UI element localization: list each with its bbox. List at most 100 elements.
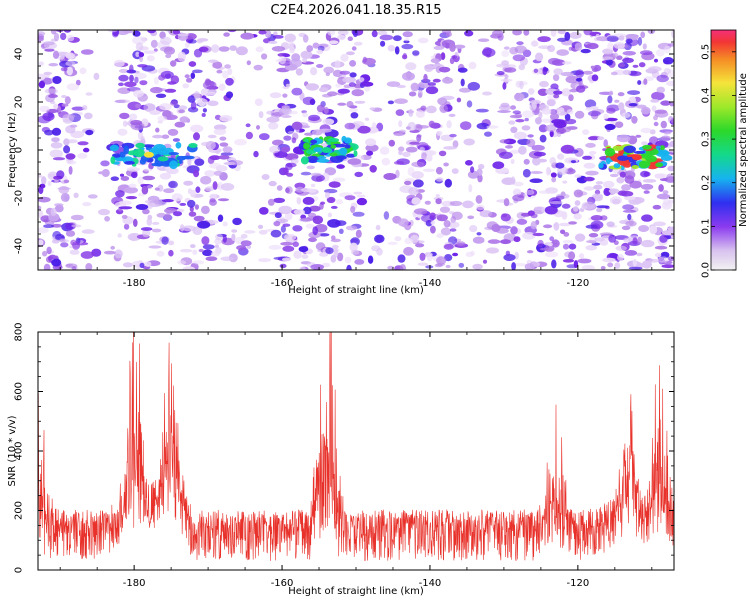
- spectrogram-cell: [65, 52, 75, 59]
- spectrogram-cell: [60, 242, 69, 248]
- spectrogram-cell: [408, 108, 414, 117]
- spectrogram-cell: [652, 204, 662, 210]
- spectrogram-cell: [300, 217, 313, 222]
- spectrogram-cell: [38, 61, 44, 66]
- snr-y-tick-label: 400: [14, 441, 25, 460]
- colorbar-gradient: [710, 29, 737, 271]
- spectrogram-cell: [669, 102, 674, 107]
- spectrogram-cell: [183, 180, 194, 186]
- spectrogram-cell: [118, 74, 129, 82]
- spectrogram-cell: [272, 35, 284, 39]
- spectrogram-cell: [68, 166, 73, 175]
- spectrogram-cell: [330, 238, 341, 243]
- spectrogram-cell: [568, 94, 574, 102]
- spectrogram-cell: [398, 129, 407, 133]
- spectrogram-cell: [283, 167, 289, 175]
- spectrogram-cell: [235, 46, 248, 56]
- spectrogram-cell: [412, 50, 420, 56]
- spectrogram-cell: [352, 30, 358, 38]
- spectrogram-cell: [512, 194, 525, 202]
- spectrogram-cell: [408, 91, 417, 97]
- spectrogram-cell: [254, 98, 263, 106]
- spectrogram-cell: [139, 262, 145, 269]
- spectrogram-cell: [642, 179, 657, 183]
- spectrogram-cell: [253, 64, 263, 71]
- spectrogram-cell: [654, 109, 667, 114]
- spectrogram-cell: [66, 139, 78, 144]
- spectrogram-cell: [126, 167, 140, 172]
- spectrogram-cell: [459, 87, 472, 93]
- spectrogram-cell: [346, 101, 354, 108]
- spectrogram-cell: [436, 177, 444, 182]
- spectrogram-cell: [516, 41, 524, 46]
- spectrogram-cell: [356, 194, 366, 198]
- spectrogram-cell: [410, 82, 419, 92]
- spectrogram-cell: [302, 34, 309, 43]
- spectrogram-cell: [430, 225, 436, 234]
- spectrogram-cell: [624, 250, 638, 256]
- spectrogram-cell: [503, 46, 510, 50]
- spectrogram-cell: [451, 211, 463, 220]
- spectrogram-cell: [387, 100, 394, 105]
- spectrogram-cell: [510, 176, 516, 185]
- spectrogram-cell: [593, 184, 603, 190]
- spectrogram-cell: [552, 74, 560, 82]
- spectrogram-cell: [196, 98, 208, 107]
- spectrogram-cell: [477, 174, 483, 183]
- spectrogram-cell: [71, 106, 85, 111]
- spectrogram-cell: [302, 112, 309, 118]
- spectrogram-cell: [268, 180, 277, 187]
- spectrogram-cell: [527, 134, 534, 138]
- spectrogram-cell: [211, 44, 220, 53]
- spectrogram-cell: [335, 83, 342, 88]
- spectrogram-cell: [161, 134, 170, 139]
- spectrogram-cell: [561, 203, 571, 209]
- spectrogram-cell: [405, 62, 417, 71]
- spectrogram-cell: [514, 251, 519, 260]
- spectrogram-feature-cell: [598, 162, 604, 169]
- spectrogram-cell: [425, 105, 437, 114]
- spectrogram-cell: [573, 189, 584, 198]
- spectrogram-feature-cell: [305, 155, 320, 164]
- spectrogram-y-axis-label: Frequency (Hz): [7, 112, 18, 188]
- spectrogram-cell: [66, 160, 77, 165]
- spectrogram-cell: [671, 30, 674, 39]
- spectrogram-cell: [513, 131, 528, 140]
- spectrogram-cell: [662, 190, 669, 195]
- spectrogram-cell: [607, 35, 619, 42]
- spectrogram-cell: [379, 146, 390, 155]
- spectrogram-cell: [268, 40, 278, 45]
- spectrogram-cell: [510, 158, 515, 165]
- spectrogram-cell: [465, 251, 474, 258]
- spectrogram-cell: [56, 170, 65, 179]
- spectrogram-cell: [510, 126, 518, 133]
- spectrogram-cell: [350, 206, 356, 213]
- spectrogram-feature-cell: [655, 162, 663, 168]
- spectrogram-cell: [662, 57, 674, 65]
- spectrogram-cell: [574, 200, 581, 206]
- spectrogram-cell: [187, 199, 196, 208]
- spectrogram-cell: [110, 245, 115, 250]
- spectrogram-cell: [579, 253, 585, 259]
- spectrogram-cell: [641, 260, 653, 269]
- spectrogram-cell: [425, 265, 434, 269]
- spectrogram-cell: [562, 61, 572, 65]
- spectrogram-cell: [273, 197, 285, 203]
- spectrogram-cell: [560, 144, 575, 154]
- spectrogram-cell: [501, 60, 509, 66]
- spectrogram-cell: [445, 31, 452, 37]
- spectrogram-cell: [435, 194, 440, 197]
- spectrogram-cell: [150, 39, 158, 49]
- spectrogram-cell: [190, 101, 197, 110]
- spectrogram-cell: [337, 34, 346, 41]
- spectrogram-cell: [653, 121, 659, 127]
- spectrogram-cell: [301, 254, 309, 259]
- spectrogram-cell: [103, 250, 116, 255]
- spectrogram-cell: [234, 138, 247, 146]
- spectrogram-cell: [38, 31, 46, 37]
- spectrogram-cell: [311, 129, 323, 136]
- spectrogram-cell: [462, 200, 474, 209]
- spectrogram-x-tick-label: -180: [123, 278, 146, 289]
- spectrogram-cell: [355, 229, 362, 238]
- spectrogram-cell: [419, 147, 425, 152]
